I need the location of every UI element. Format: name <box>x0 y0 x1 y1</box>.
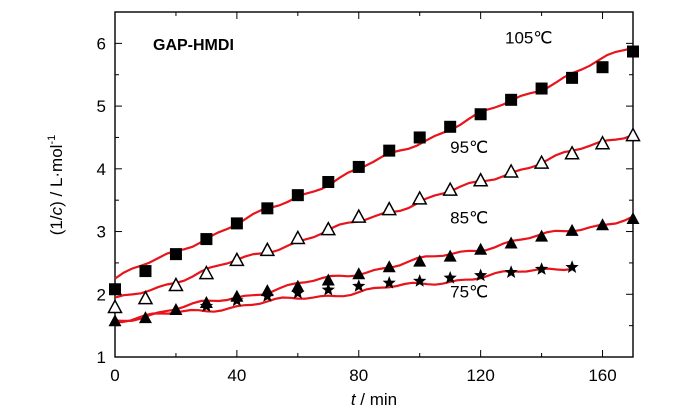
y-tick-label: 4 <box>97 160 106 179</box>
data-point <box>351 208 367 223</box>
x-axis-title: t / min <box>351 390 397 409</box>
fit-line <box>114 46 634 280</box>
y-tick-label: 6 <box>97 34 106 53</box>
plot-frame <box>114 11 634 358</box>
data-point <box>260 289 274 302</box>
data-point <box>443 249 457 262</box>
fit-line <box>114 133 634 299</box>
data-point <box>291 279 305 292</box>
data-point <box>444 120 457 133</box>
data-point <box>199 299 214 312</box>
data-point <box>198 264 215 280</box>
data-point <box>352 160 365 173</box>
x-tick-label: 160 <box>588 366 616 385</box>
data-point <box>474 268 488 282</box>
data-point <box>625 126 641 142</box>
data-point <box>503 163 519 178</box>
data-point <box>626 212 640 224</box>
data-point <box>474 242 488 255</box>
data-point <box>596 218 610 231</box>
data-point <box>229 251 245 267</box>
y-tick-label: 2 <box>97 285 106 304</box>
data-point <box>107 298 123 314</box>
data-point <box>137 290 154 305</box>
data-point <box>138 311 152 324</box>
data-point <box>383 144 396 157</box>
x-tick-label: 120 <box>466 366 494 385</box>
data-point <box>566 71 579 84</box>
data-point <box>474 108 487 121</box>
data-point <box>596 61 609 74</box>
chart-title: GAP-HMDI <box>153 37 234 54</box>
data-point <box>535 229 549 242</box>
y-tick-label: 3 <box>97 223 106 242</box>
data-point <box>535 82 548 95</box>
data-point <box>565 223 579 236</box>
data-point <box>230 293 244 307</box>
data-point <box>320 221 337 236</box>
data-point <box>564 145 580 160</box>
fit-line <box>114 267 573 324</box>
series-labels: 105℃ 95℃ 85℃ 75℃ <box>450 28 552 301</box>
series-label: 95℃ <box>450 138 488 157</box>
data-point <box>565 260 579 273</box>
axis-ticks: 0 40 80 120 160 1 2 3 4 5 6 <box>97 11 633 385</box>
data-markers <box>107 45 641 327</box>
x-tick-label: 80 <box>349 366 368 385</box>
data-point <box>291 189 304 202</box>
data-point <box>627 45 639 58</box>
series-label: 85℃ <box>450 208 488 227</box>
data-point <box>442 181 458 196</box>
data-point <box>472 172 489 187</box>
data-point <box>321 273 335 286</box>
data-point <box>382 276 396 289</box>
fit-line <box>114 215 634 323</box>
data-point <box>200 233 213 246</box>
data-point <box>139 265 152 278</box>
y-tick-label: 1 <box>97 348 106 367</box>
data-point <box>322 175 335 188</box>
data-point <box>261 202 274 215</box>
y-axis-title: (1/c) / L·mol-1 <box>46 135 66 235</box>
data-point <box>230 217 243 230</box>
data-point <box>534 262 549 275</box>
data-point <box>504 236 518 249</box>
x-tick-label: 0 <box>110 366 119 385</box>
data-point <box>290 229 306 245</box>
data-point <box>411 190 428 205</box>
data-point <box>533 154 550 169</box>
data-point <box>381 201 397 216</box>
fit-lines <box>114 46 634 324</box>
data-point <box>413 131 426 144</box>
data-point <box>443 271 457 284</box>
data-point <box>382 260 396 273</box>
series-label: 75℃ <box>450 282 488 301</box>
data-point <box>413 274 427 287</box>
data-point <box>109 283 121 296</box>
series-label: 105℃ <box>505 28 552 47</box>
data-point <box>108 314 122 327</box>
data-point <box>168 276 184 292</box>
data-point <box>259 241 276 257</box>
data-point <box>352 267 366 280</box>
data-point <box>169 302 183 315</box>
data-point <box>504 265 518 278</box>
data-point <box>352 279 366 292</box>
data-point <box>505 93 518 106</box>
data-point <box>169 248 182 261</box>
data-point <box>594 135 611 150</box>
data-point <box>321 282 335 296</box>
y-tick-label: 5 <box>97 97 106 116</box>
x-tick-label: 40 <box>227 366 246 385</box>
data-point <box>291 286 305 299</box>
data-point <box>413 254 427 267</box>
